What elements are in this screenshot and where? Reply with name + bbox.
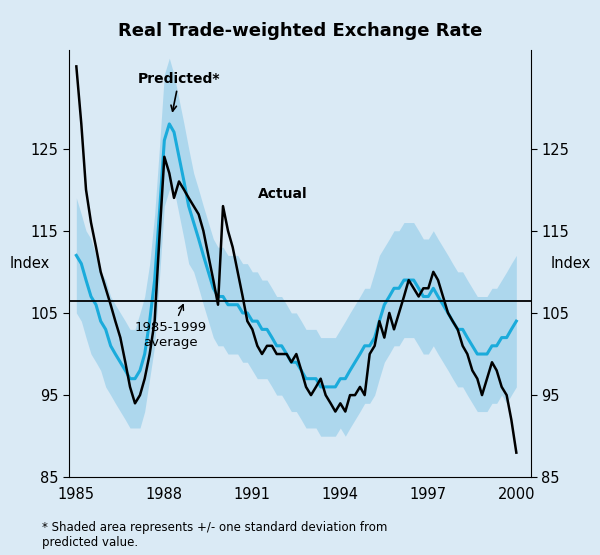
Text: Actual: Actual xyxy=(258,187,308,201)
Title: Real Trade-weighted Exchange Rate: Real Trade-weighted Exchange Rate xyxy=(118,22,482,40)
Text: * Shaded area represents +/- one standard deviation from
predicted value.: * Shaded area represents +/- one standar… xyxy=(42,522,388,549)
Text: Index: Index xyxy=(10,256,50,271)
Text: Predicted*: Predicted* xyxy=(138,72,220,111)
Text: 1985-1999
average: 1985-1999 average xyxy=(134,305,206,349)
Text: Index: Index xyxy=(550,256,590,271)
